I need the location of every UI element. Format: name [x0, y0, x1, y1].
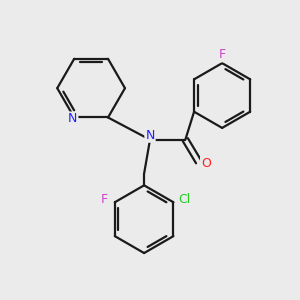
- Text: Cl: Cl: [178, 193, 191, 206]
- Text: O: O: [201, 157, 211, 170]
- Text: F: F: [101, 193, 108, 206]
- Text: N: N: [145, 129, 155, 142]
- Text: F: F: [219, 48, 226, 62]
- Text: N: N: [68, 112, 77, 125]
